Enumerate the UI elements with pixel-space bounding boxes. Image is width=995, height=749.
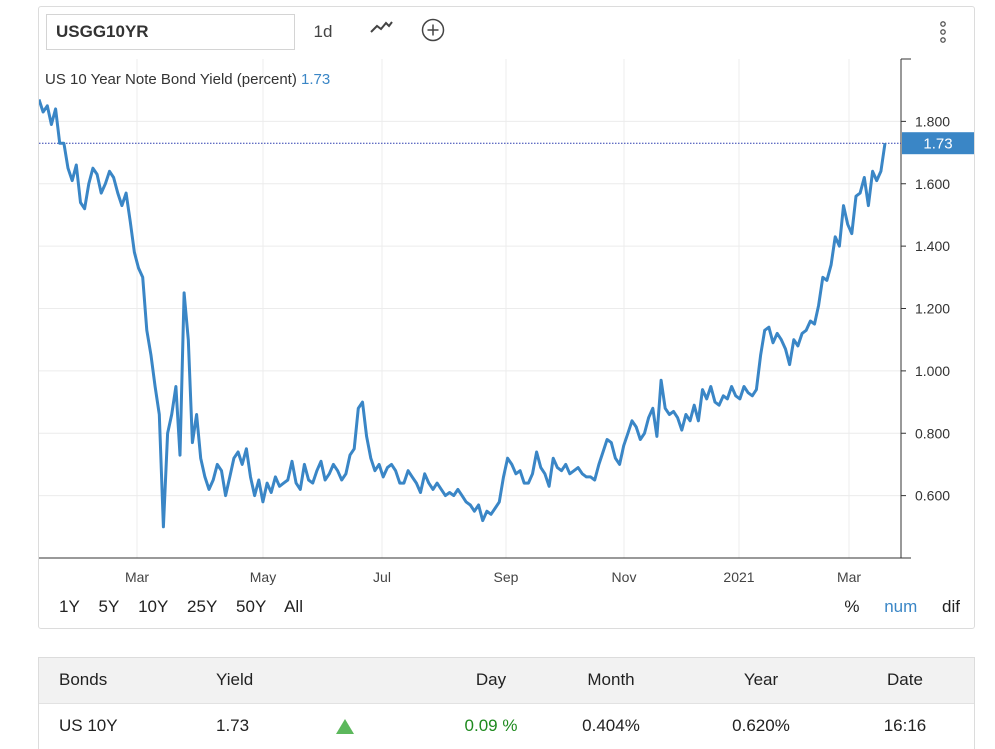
- bond-day-change: 0.09 %: [464, 716, 518, 736]
- bond-year-change: 0.620%: [732, 716, 790, 736]
- table-row[interactable]: US 10Y 1.73 0.09 % 0.404% 0.620% 16:16: [39, 703, 974, 749]
- x-tick-label: Jul: [373, 569, 391, 585]
- x-tick-label: Sep: [494, 569, 519, 585]
- header-yield[interactable]: Yield: [216, 670, 254, 690]
- plus-circle-icon: [421, 18, 445, 42]
- series-line: [39, 99, 887, 529]
- range-button-all[interactable]: All: [284, 597, 303, 616]
- bonds-table-container: Bonds Yield Day Month Year Date US 10Y 1…: [38, 657, 975, 749]
- last-value-tag-label: 1.73: [923, 136, 952, 153]
- range-button-5y[interactable]: 5Y: [98, 597, 120, 616]
- range-button-1y[interactable]: 1Y: [59, 597, 80, 616]
- header-year[interactable]: Year: [743, 670, 779, 690]
- mode-button-percent[interactable]: %: [844, 597, 860, 616]
- y-tick-label: 1.400: [915, 238, 950, 254]
- bond-date: 16:16: [883, 716, 927, 736]
- x-tick-label: Nov: [612, 569, 637, 585]
- symbol-input[interactable]: [46, 14, 295, 50]
- chart-legend: US 10 Year Note Bond Yield (percent) 1.7…: [45, 71, 330, 88]
- more-options-button[interactable]: [933, 17, 953, 47]
- up-triangle-icon: [336, 719, 354, 735]
- header-bonds[interactable]: Bonds: [59, 670, 108, 690]
- display-mode-selector: % num dif: [824, 597, 960, 617]
- last-value-tag: [902, 132, 974, 155]
- bond-name[interactable]: US 10Y: [59, 716, 118, 736]
- mode-button-num[interactable]: num: [884, 597, 918, 616]
- yield-line-chart[interactable]: 1.800 1.600 1.400 1.200 1.000 0.800 0.600 Mar Ma…: [39, 7, 974, 587]
- x-tick-label: Mar: [125, 569, 149, 585]
- table-header-row: Bonds Yield Day Month Year Date: [39, 658, 974, 703]
- range-selector: 1Y 5Y 10Y 25Y 50Y All: [59, 597, 317, 617]
- header-day[interactable]: Day: [475, 670, 507, 690]
- bond-month-change: 0.404%: [582, 716, 640, 736]
- header-date[interactable]: Date: [887, 670, 923, 690]
- more-vertical-icon: [940, 21, 946, 43]
- line-chart-icon: [370, 21, 393, 33]
- y-tick-label: 1.000: [915, 363, 950, 379]
- add-indicator-button[interactable]: [419, 17, 447, 47]
- interval-button[interactable]: 1d: [313, 22, 333, 41]
- legend-title: US 10 Year Note Bond Yield (percent): [45, 71, 297, 88]
- range-button-25y[interactable]: 25Y: [187, 597, 218, 616]
- range-button-10y[interactable]: 10Y: [138, 597, 169, 616]
- chart-toolbar: 1d: [39, 7, 974, 59]
- y-tick-label: 0.600: [915, 488, 950, 504]
- header-month[interactable]: Month: [587, 670, 635, 690]
- direction-cell: [316, 703, 446, 749]
- y-tick-label: 1.600: [915, 176, 950, 192]
- bond-yield: 1.73: [216, 716, 250, 736]
- header-direction: [316, 658, 446, 703]
- x-tick-label: May: [250, 569, 276, 585]
- mode-button-dif[interactable]: dif: [942, 597, 960, 616]
- x-tick-label: 2021: [723, 569, 754, 585]
- range-button-50y[interactable]: 50Y: [236, 597, 267, 616]
- x-tick-label: Mar: [837, 569, 861, 585]
- chart-type-button[interactable]: [367, 17, 395, 47]
- y-tick-label: 1.800: [915, 113, 950, 129]
- legend-value: 1.73: [301, 71, 331, 88]
- y-tick-label: 1.200: [915, 301, 950, 317]
- chart-panel: 1d 1.800 1.600 1.400 1.200 1.000 0.800 0.600 Ma…: [38, 6, 975, 629]
- y-tick-label: 0.800: [915, 425, 950, 441]
- bonds-table: Bonds Yield Day Month Year Date US 10Y 1…: [39, 658, 974, 749]
